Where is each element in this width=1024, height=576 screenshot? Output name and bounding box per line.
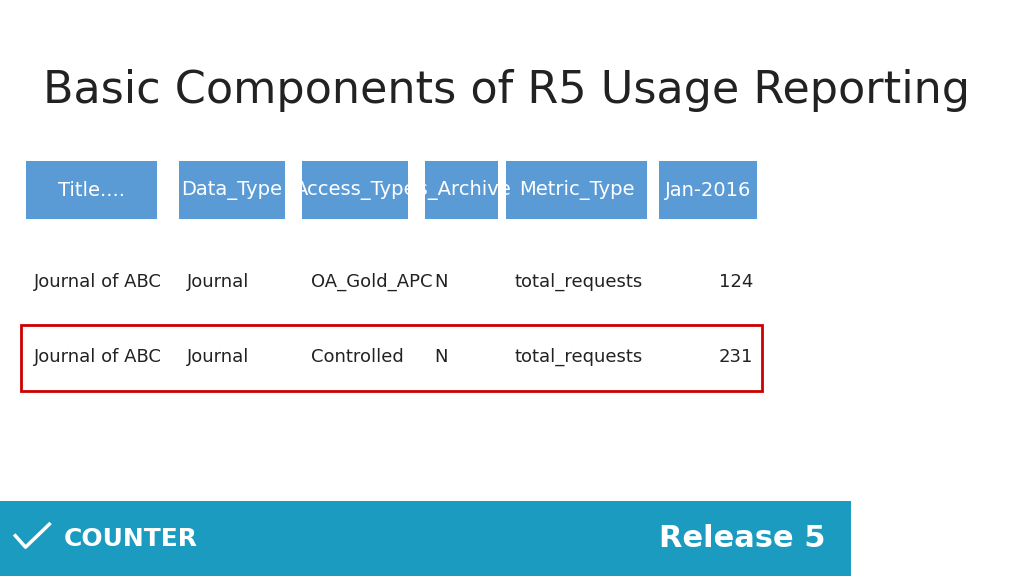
Text: COUNTER: COUNTER: [63, 526, 198, 551]
Text: Jan-2016: Jan-2016: [666, 181, 752, 199]
Text: total_requests: total_requests: [515, 348, 643, 366]
Text: total_requests: total_requests: [515, 273, 643, 291]
Text: Controlled: Controlled: [310, 348, 403, 366]
Text: Journal of ABC: Journal of ABC: [34, 273, 162, 291]
Text: Release 5: Release 5: [658, 524, 825, 553]
Text: Data_Type: Data_Type: [181, 181, 283, 199]
FancyBboxPatch shape: [506, 161, 647, 219]
Text: Basic Components of R5 Usage Reporting: Basic Components of R5 Usage Reporting: [43, 69, 970, 112]
Text: Journal: Journal: [187, 348, 250, 366]
Bar: [0, 501, 851, 576]
Text: 231: 231: [719, 348, 753, 366]
FancyBboxPatch shape: [425, 161, 498, 219]
Text: 124: 124: [719, 273, 753, 291]
Text: OA_Gold_APC: OA_Gold_APC: [310, 273, 432, 291]
FancyBboxPatch shape: [26, 161, 158, 219]
FancyBboxPatch shape: [302, 161, 409, 219]
Text: N: N: [434, 273, 447, 291]
Text: Is_Archive: Is_Archive: [413, 180, 511, 200]
Text: Title....: Title....: [58, 181, 125, 199]
Text: Access_Type: Access_Type: [295, 181, 416, 199]
Text: N: N: [434, 348, 447, 366]
FancyBboxPatch shape: [659, 161, 758, 219]
Text: Journal of ABC: Journal of ABC: [34, 348, 162, 366]
Text: Journal: Journal: [187, 273, 250, 291]
FancyBboxPatch shape: [179, 161, 285, 219]
Text: Metric_Type: Metric_Type: [519, 180, 634, 200]
